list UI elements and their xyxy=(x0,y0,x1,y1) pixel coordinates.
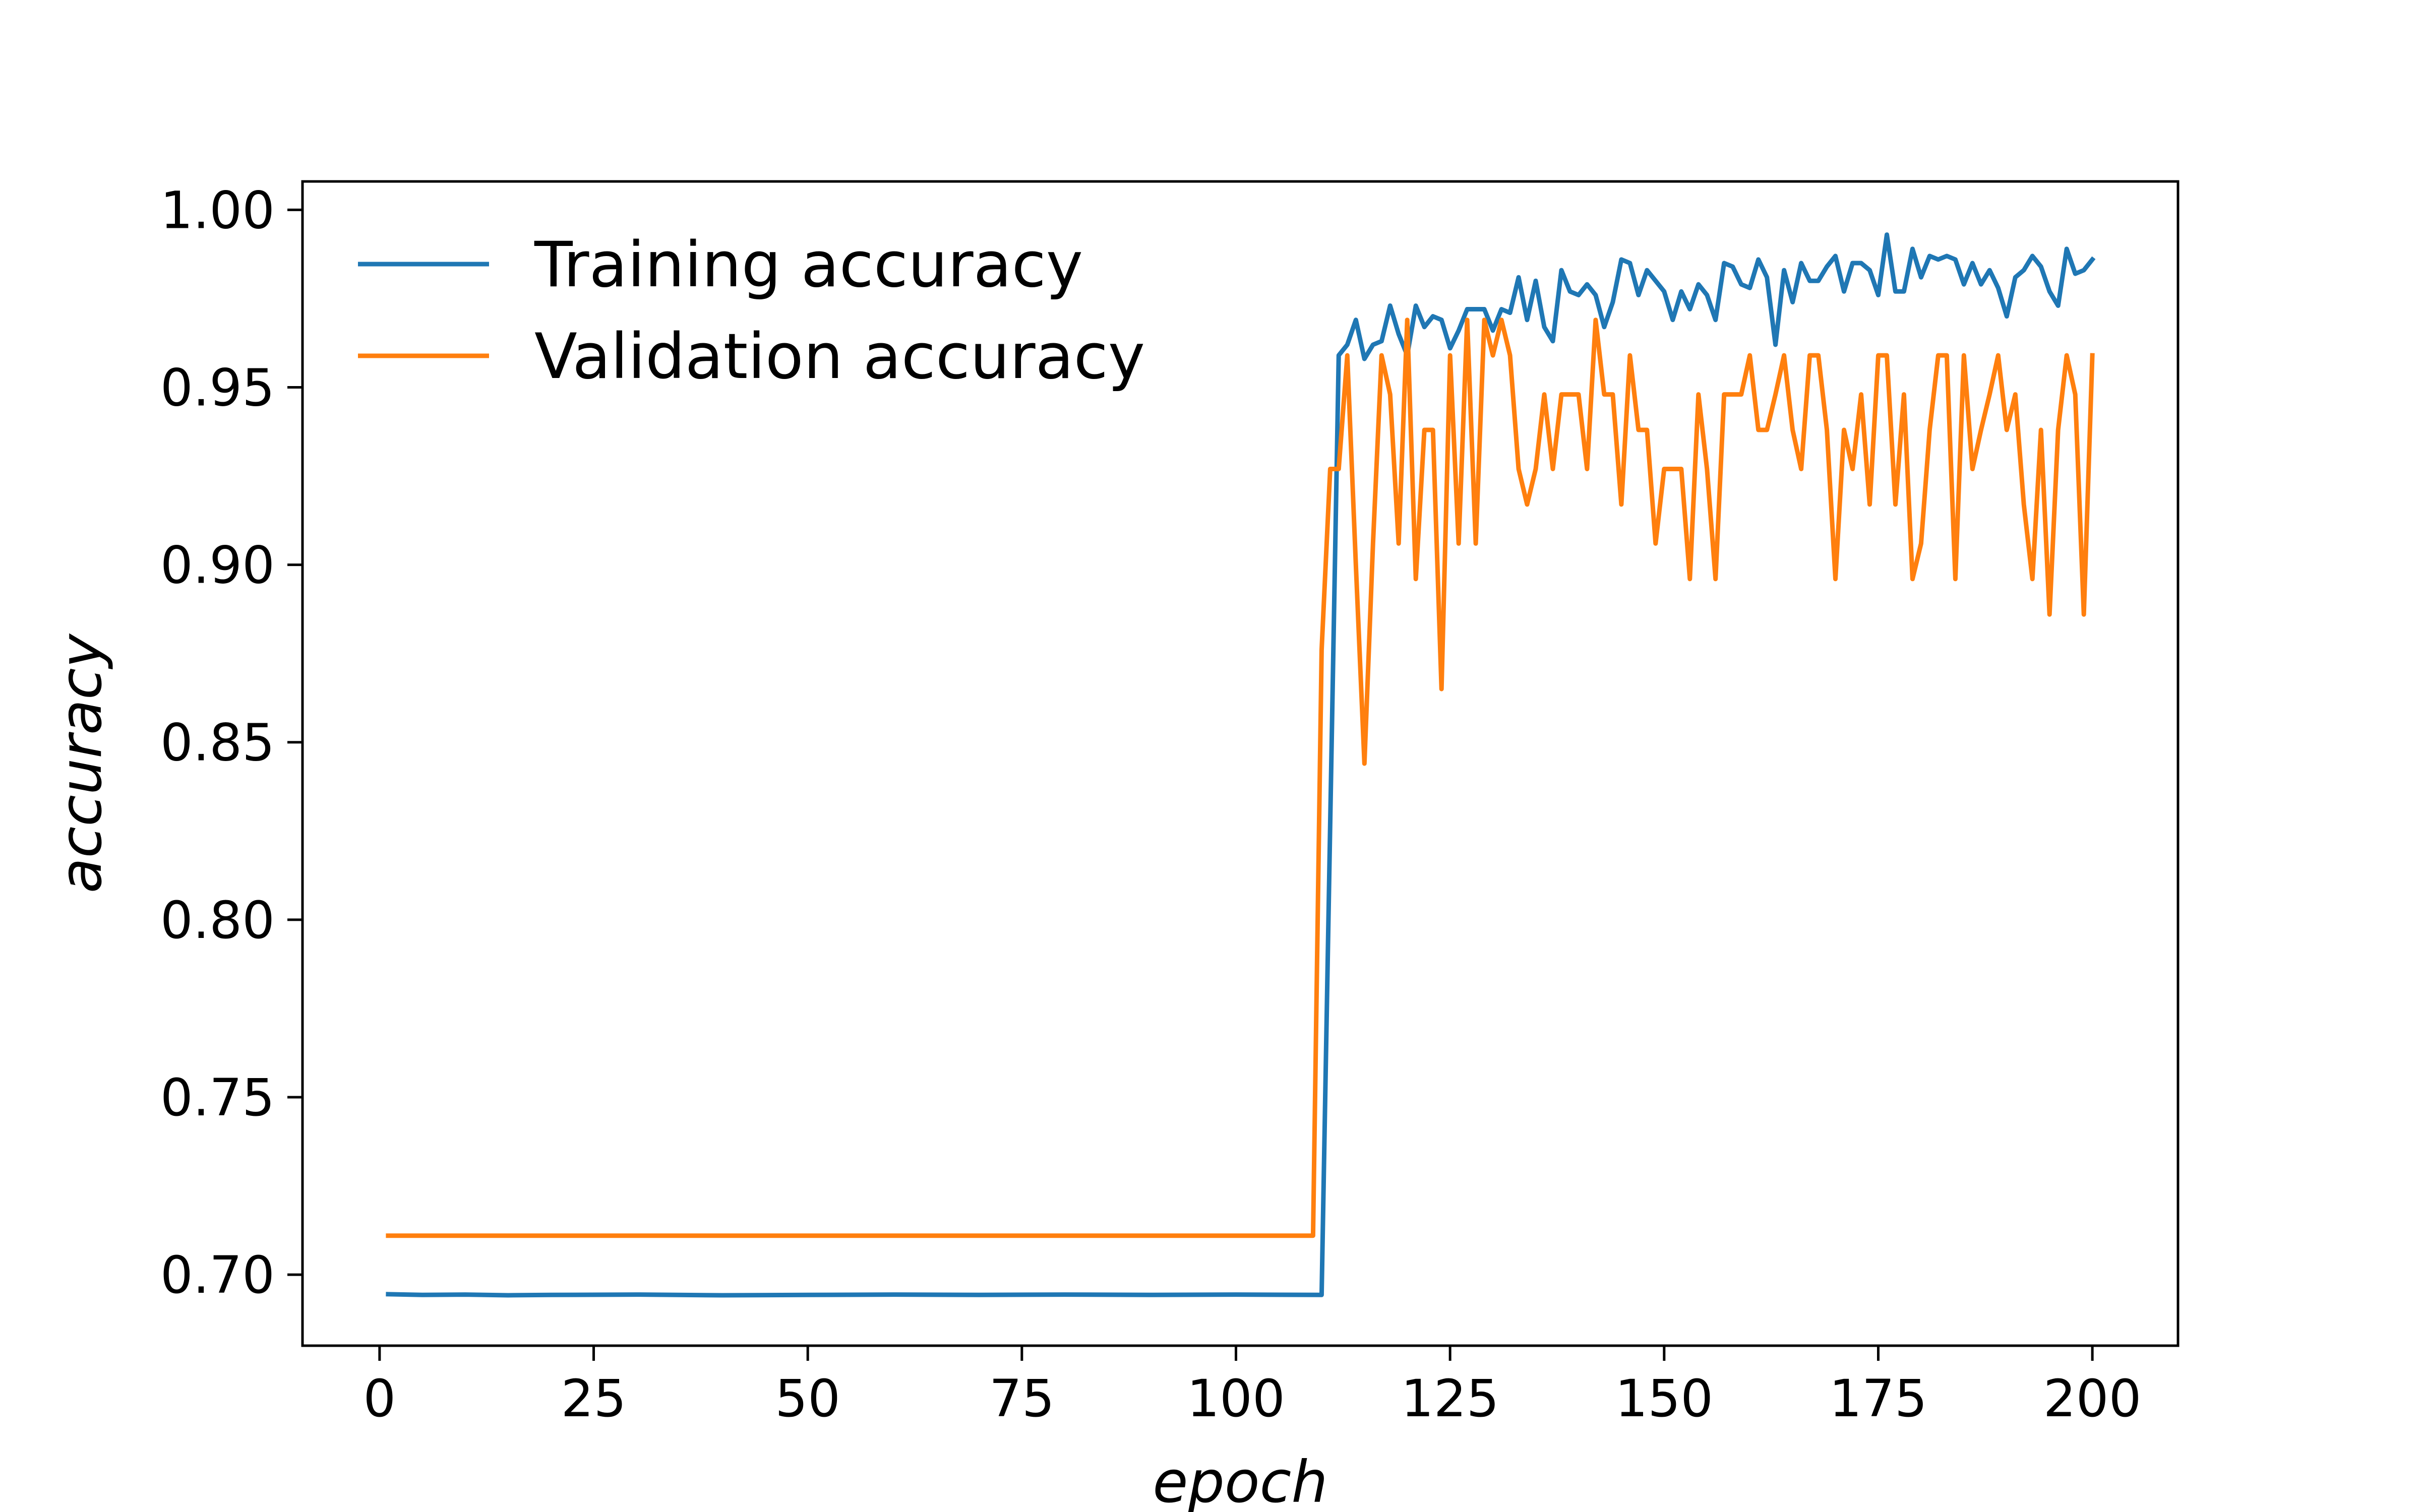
x-tick-label: 50 xyxy=(775,1369,840,1429)
series-lines xyxy=(386,232,2096,1298)
x-tick-label: 25 xyxy=(561,1369,627,1429)
x-tick-label: 125 xyxy=(1401,1369,1499,1429)
x-tick-label: 0 xyxy=(363,1369,396,1429)
x-tick-label: 150 xyxy=(1615,1369,1713,1429)
legend-label-validation: Validation accuracy xyxy=(534,321,1145,393)
y-tick-label: 0.75 xyxy=(160,1068,275,1128)
y-axis-ticks: 0.70 0.75 0.80 0.85 0.90 0.95 1.00 xyxy=(160,180,302,1305)
training-accuracy-line xyxy=(386,232,2096,1298)
x-tick-label: 175 xyxy=(1829,1369,1927,1429)
y-tick-label: 0.95 xyxy=(160,358,275,418)
plot-area xyxy=(302,181,2178,1346)
plot-frame xyxy=(301,180,2180,1347)
y-tick-label: 0.70 xyxy=(160,1245,275,1305)
y-tick-label: 0.85 xyxy=(160,713,275,773)
y-tick-label: 0.80 xyxy=(160,891,275,951)
x-tick-label: 75 xyxy=(989,1369,1055,1429)
x-tick-label: 100 xyxy=(1187,1369,1285,1429)
x-axis-ticks: 0 25 50 75 100 125 150 175 200 xyxy=(363,1346,2141,1429)
x-tick-label: 200 xyxy=(2043,1369,2142,1429)
legend: Training accuracy Validation accuracy xyxy=(358,229,1145,393)
y-tick-label: 0.90 xyxy=(160,536,275,596)
x-axis-label: epoch xyxy=(1153,1448,1327,1512)
y-axis-label: accuracy xyxy=(47,633,114,893)
legend-label-training: Training accuracy xyxy=(534,229,1083,301)
validation-accuracy-line xyxy=(386,318,2095,1238)
y-tick-label: 1.00 xyxy=(160,180,275,240)
